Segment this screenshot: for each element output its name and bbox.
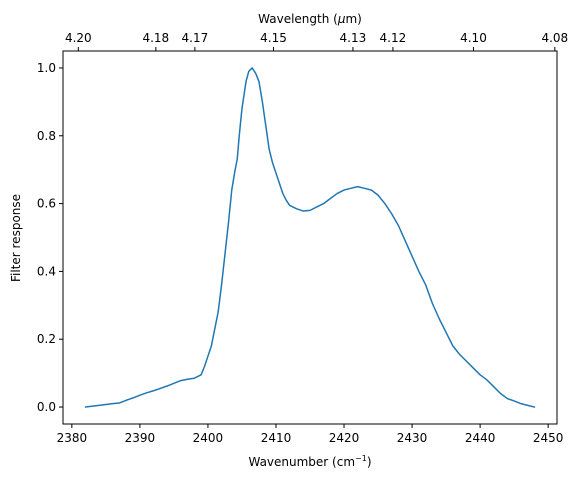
x-axis-label: Wavenumber (cm−1) [248,454,371,469]
y-tick-label: 0.6 [37,197,56,211]
top-tick-label: 4.13 [340,31,367,45]
series-line-0 [84,67,536,408]
top-tick-label: 4.10 [460,31,487,45]
y-tick-label: 1.0 [37,61,56,75]
top-axis-label: Wavelength (μm) [258,12,362,26]
top-tick-label: 4.12 [380,31,407,45]
y-tick-label: 0.2 [37,332,56,346]
top-tick-label: 4.17 [182,31,209,45]
x-tick-label: 2430 [397,431,428,445]
y-tick-label: 0.8 [37,129,56,143]
x-tick-label: 2380 [57,431,88,445]
tick-layer: 2380 2390 2400 2410 2420 2430 2440 2450 0.0 0.2 0.… [37,31,568,445]
top-tick-label: 4.08 [541,31,568,45]
x-tick-label: 2400 [193,431,224,445]
top-tick-label: 4.20 [65,31,92,45]
top-tick-label: 4.15 [260,31,287,45]
y-axis-label: Filter response [9,194,23,282]
x-tick-label: 2420 [329,431,360,445]
top-tick-label: 4.18 [142,31,169,45]
x-tick-label: 2390 [125,431,156,445]
x-tick-label: 2410 [261,431,292,445]
x-tick-label: 2440 [465,431,496,445]
plot-area [84,67,536,408]
plot-frame [62,50,558,425]
y-tick-label: 0.4 [37,264,56,278]
y-tick-label: 0.0 [37,400,56,414]
x-tick-label: 2450 [533,431,564,445]
